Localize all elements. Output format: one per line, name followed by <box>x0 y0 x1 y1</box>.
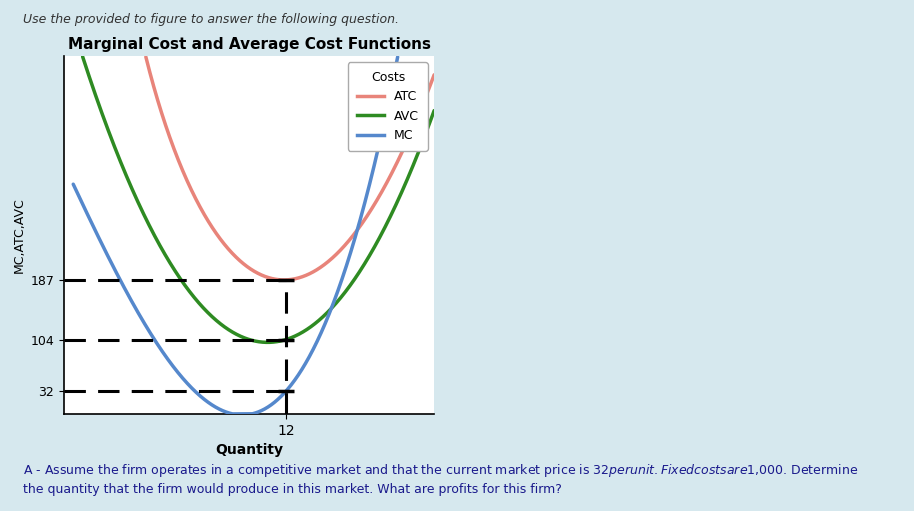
Text: Use the provided to figure to answer the following question.: Use the provided to figure to answer the… <box>23 13 399 26</box>
Y-axis label: MC,ATC,AVC: MC,ATC,AVC <box>13 197 27 273</box>
Text: A - Assume the firm operates in a competitive market and that the current market: A - Assume the firm operates in a compet… <box>23 462 858 479</box>
Title: Marginal Cost and Average Cost Functions: Marginal Cost and Average Cost Functions <box>68 37 430 52</box>
Legend: ATC, AVC, MC: ATC, AVC, MC <box>348 62 428 151</box>
Text: the quantity that the firm would produce in this market. What are profits for th: the quantity that the firm would produce… <box>23 483 562 496</box>
X-axis label: Quantity: Quantity <box>215 443 283 457</box>
